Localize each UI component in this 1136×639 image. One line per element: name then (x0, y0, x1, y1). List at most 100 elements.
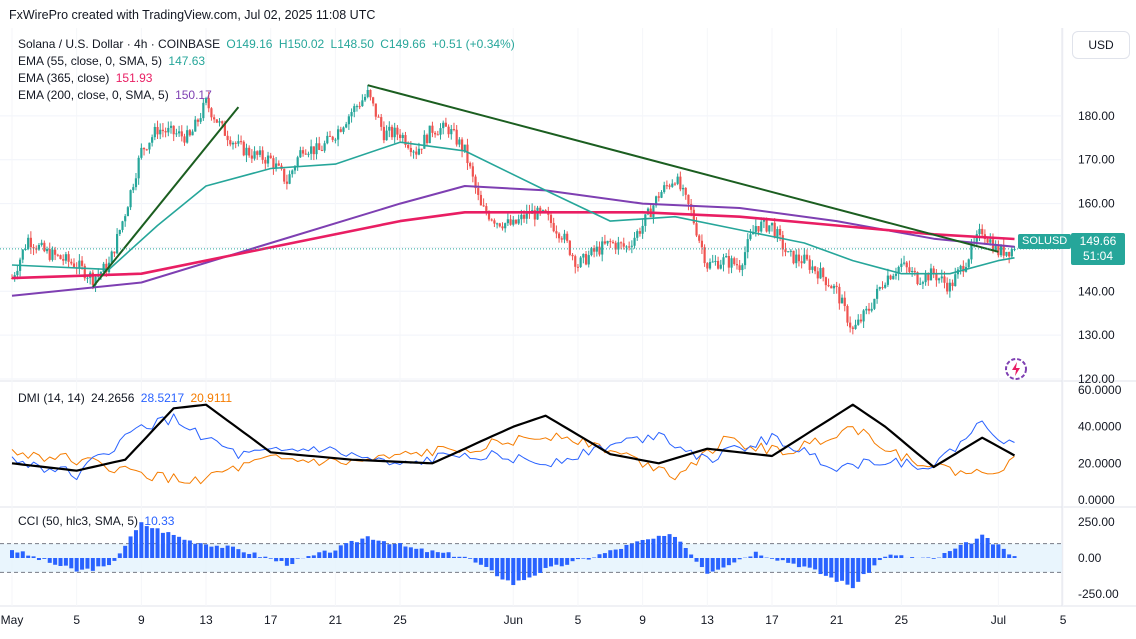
candle-body (175, 133, 178, 135)
candle-body (628, 246, 631, 248)
candle-body (393, 127, 396, 138)
cci-bar (893, 555, 898, 558)
dmi-pane[interactable] (11, 403, 1016, 485)
candle-body (902, 262, 906, 264)
candle-body (978, 228, 981, 235)
cci-bar (732, 558, 737, 563)
candle-body (560, 238, 563, 240)
candle-body (754, 226, 757, 232)
candle-body (102, 263, 105, 272)
cci-bar (985, 537, 990, 558)
cci-bar (398, 543, 403, 558)
price-pane[interactable] (0, 84, 1062, 335)
candle-body (835, 285, 838, 287)
candle-body (485, 206, 488, 213)
dmi-axis-label: 60.0000 (1078, 383, 1122, 397)
cci-bar (53, 558, 58, 565)
candle-body (870, 308, 873, 311)
candle-body (590, 248, 593, 256)
cci-bar (969, 543, 974, 558)
cci-bar (58, 558, 63, 566)
candle-body (857, 319, 860, 325)
cci-bar (867, 558, 872, 573)
candle-body (854, 324, 857, 329)
candle-body (390, 126, 394, 138)
candle-body (366, 89, 369, 97)
cci-bar (802, 558, 807, 567)
candle-body (94, 276, 97, 286)
currency-button[interactable]: USD (1072, 31, 1130, 59)
candle-body (735, 264, 739, 266)
candle-body (24, 248, 27, 250)
candle-body (256, 151, 259, 155)
candle-body (743, 252, 747, 266)
cci-bar (123, 545, 128, 558)
candle-body (118, 229, 121, 235)
candle-body (253, 151, 256, 159)
candle-body (487, 212, 491, 220)
candle-body (719, 264, 722, 269)
tradingview-logo-icon[interactable] (1004, 357, 1028, 381)
candle-body (641, 225, 644, 234)
cci-pane[interactable] (0, 522, 1062, 589)
candle-body (943, 276, 946, 283)
candle-body (814, 266, 817, 272)
candle-body (180, 131, 183, 137)
cci-bar (166, 532, 171, 558)
candle-body (867, 308, 871, 311)
ohlc-high: H150.02 (278, 37, 325, 51)
cci-bar (236, 549, 241, 558)
dmi-plus-value: 28.5217 (140, 391, 185, 405)
candle-body (164, 131, 167, 133)
cci-bar (813, 558, 818, 570)
candle-body (800, 261, 803, 264)
candle-body (886, 275, 889, 285)
cci-bar (80, 558, 85, 570)
candle-body (140, 147, 143, 158)
candle-body (638, 231, 642, 234)
candle-body (126, 207, 129, 217)
symbol-label: Solana / U.S. Dollar · 4h · COINBASE (18, 37, 221, 51)
dmi-diplus-line (11, 413, 1015, 481)
candle-body (199, 118, 202, 122)
candle-body (665, 185, 668, 187)
candle-body (504, 223, 507, 229)
candle-body (819, 268, 822, 279)
candle-body (301, 150, 305, 154)
candle-body (582, 253, 585, 258)
dmi-label: DMI (14, 14) (18, 391, 85, 405)
cci-bar (850, 558, 855, 589)
cci-bar (338, 545, 343, 558)
cci-bar (42, 558, 47, 559)
candle-body (469, 163, 472, 167)
candle-body (70, 261, 73, 264)
candle-body (517, 219, 520, 224)
candle-body (275, 163, 278, 169)
candle-body (911, 270, 914, 272)
cci-bar (419, 548, 424, 558)
candle-body (482, 205, 485, 207)
candle-body (501, 226, 504, 229)
candle-body (733, 258, 736, 265)
candle-body (792, 250, 795, 264)
candle-body (237, 141, 240, 144)
candle-body (310, 146, 313, 154)
candle-body (571, 254, 574, 257)
ema55-value: 147.63 (168, 54, 206, 68)
candle-body (10, 278, 14, 280)
candle-body (668, 185, 671, 187)
cci-axis-label: 0.00 (1078, 551, 1102, 565)
candle-body (372, 97, 375, 104)
candle-body (363, 96, 367, 101)
candle-body (218, 121, 221, 123)
candle-body (768, 225, 771, 232)
candle-body (194, 119, 197, 132)
candle-body (382, 126, 386, 141)
candle-body (110, 251, 113, 263)
candle-body (245, 147, 248, 156)
cci-bar (204, 544, 209, 558)
candle-body (471, 166, 474, 177)
candle-body (207, 98, 210, 109)
candle-body (29, 237, 32, 248)
